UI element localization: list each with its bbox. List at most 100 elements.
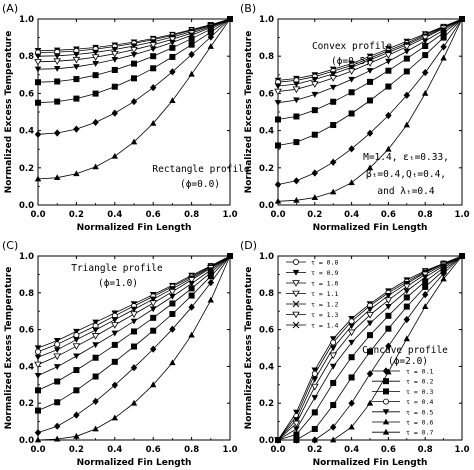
x-tick-label: 1.0	[454, 445, 469, 455]
legend-entry: τ = 1.3	[311, 311, 338, 319]
data-point-tau-0.7	[293, 139, 300, 146]
data-point-tau-0.9	[54, 174, 61, 181]
data-point-tau-0.6	[131, 60, 137, 67]
data-point-tau-0.7	[348, 374, 355, 381]
data-point-tau-0.7	[111, 83, 118, 90]
data-point-tau-0.6	[92, 72, 99, 79]
legend-entry: τ = 0.3	[406, 388, 433, 396]
data-point-tau-0.8	[385, 111, 392, 120]
data-point-tau-0.4	[403, 43, 411, 51]
data-point-tau-0.3	[348, 323, 355, 330]
data-point-tau-0.5	[311, 91, 319, 98]
legend-entry: τ = 1.1	[311, 290, 338, 298]
data-point-tau-0.3	[53, 53, 61, 60]
data-point-tau-0.4	[366, 312, 374, 319]
legend-entry: τ = 0.6	[406, 419, 433, 427]
chart-panel-3: 0.00.0 0.2 0.2 0.4 0.4 0.6 0.6 0.8 0.8 1.0 1.0 Norm…	[2, 239, 238, 468]
data-point-tau-0.8	[348, 399, 355, 407]
data-point-tau-0.3	[92, 327, 99, 334]
data-point-tau-0.5	[385, 304, 392, 310]
data-point-tau-0.5	[421, 274, 429, 281]
x-axis-label: Normalized Fin Length	[313, 458, 428, 468]
data-point-tau-0.5	[311, 395, 319, 401]
data-point-tau-0.5	[348, 339, 355, 346]
data-point-tau-0.9	[169, 97, 176, 104]
data-point-tau-0.8	[73, 125, 80, 133]
data-point-tau-0.5	[34, 373, 42, 379]
data-point-tau-0.3	[311, 376, 319, 383]
panel-label: (C)	[2, 239, 18, 252]
y-tick-label: 0.0	[19, 201, 34, 211]
panel-label: (B)	[240, 2, 256, 15]
data-point-tau-0.6	[169, 44, 176, 51]
data-point-tau-0.5	[385, 58, 392, 65]
data-point-tau-0.9	[92, 425, 99, 432]
x-tick-label: 0.8	[184, 210, 199, 220]
data-point-tau-0.7	[330, 402, 337, 409]
data-point-tau-0.5	[111, 330, 119, 337]
data-point-tau-0.9	[92, 163, 99, 170]
data-point-tau-0.7	[131, 75, 137, 82]
data-point-tau-0.7	[385, 325, 392, 332]
data-point-tau-0.3	[130, 43, 138, 50]
x-tick-label: 0.6	[381, 210, 396, 220]
legend-entry: τ = 0.9	[311, 269, 338, 277]
data-point-tau-0.3	[92, 49, 99, 56]
data-point-tau-0.9	[422, 90, 429, 96]
data-point-tau-0.8	[422, 68, 429, 77]
x-tick-label: 1.0	[454, 210, 469, 220]
legend-entry: τ = 0.1	[406, 368, 433, 376]
data-point-tau-0.7	[330, 122, 337, 129]
legend-marker	[292, 280, 300, 287]
y-tick-label: 0.4	[259, 362, 274, 372]
data-point-tau-0.7	[54, 399, 61, 406]
data-point-tau-0.4	[329, 352, 337, 360]
y-tick-label: 0.2	[19, 399, 34, 409]
data-point-tau-0.4	[72, 56, 81, 64]
x-tick-label: 0.2	[307, 210, 322, 220]
data-point-tau-0.5	[293, 426, 300, 433]
x-tick-label: 0.6	[146, 210, 161, 220]
data-point-tau-0.1	[311, 367, 319, 374]
data-point-tau-0.6	[150, 314, 157, 321]
data-point-tau-0.5	[53, 364, 61, 370]
y-axis-label: Normalized Excess Temperature	[244, 31, 254, 194]
data-point-tau-0.4	[329, 75, 337, 82]
data-point-tau-0.8	[111, 381, 118, 389]
data-point-tau-0.8	[150, 345, 157, 353]
data-point-tau-0.6	[207, 269, 214, 276]
data-point-tau-0.8	[188, 50, 195, 59]
x-tick-label: 0.0	[30, 210, 45, 220]
data-point-tau-0.5	[34, 66, 42, 73]
y-tick-label: 0.0	[19, 436, 34, 446]
data-point-tau-0.6	[385, 312, 392, 319]
data-point-tau-0.7	[275, 142, 281, 149]
data-point-tau-0.5	[149, 306, 157, 313]
x-axis-label: Normalized Fin Length	[77, 458, 192, 468]
data-point-tau-0.2	[348, 318, 355, 325]
data-point-tau-0.8	[403, 91, 410, 99]
x-tick-label: 1.0	[222, 445, 237, 455]
data-point-tau-0.5	[366, 320, 374, 327]
data-point-tau-0.7	[403, 68, 410, 75]
y-tick-label: 0.2	[259, 164, 274, 174]
data-point-tau-0.9	[188, 331, 195, 338]
data-point-tau-0.6	[111, 341, 118, 348]
data-point-tau-0.8	[311, 169, 318, 177]
data-point-tau-0.8	[366, 129, 374, 137]
data-point-tau-0.9	[274, 197, 282, 204]
y-tick-label: 0.0	[259, 201, 274, 211]
y-tick-label: 0.4	[19, 127, 34, 137]
x-tick-label: 0.4	[344, 210, 359, 220]
data-point-tau-0.7	[131, 343, 137, 350]
y-tick-label: 0.0	[259, 436, 274, 446]
annotation: Rectangle profile	[152, 164, 250, 175]
annotation: Concave profile	[362, 345, 448, 356]
legend-marker	[382, 409, 390, 415]
data-point-tau-0.8	[440, 43, 447, 51]
y-tick-label: 0.4	[259, 127, 274, 137]
data-point-tau-0.7	[150, 327, 157, 334]
data-point-tau-0.9	[169, 359, 176, 366]
data-point-tau-0.6	[73, 76, 80, 83]
data-point-tau-0.8	[207, 33, 214, 41]
